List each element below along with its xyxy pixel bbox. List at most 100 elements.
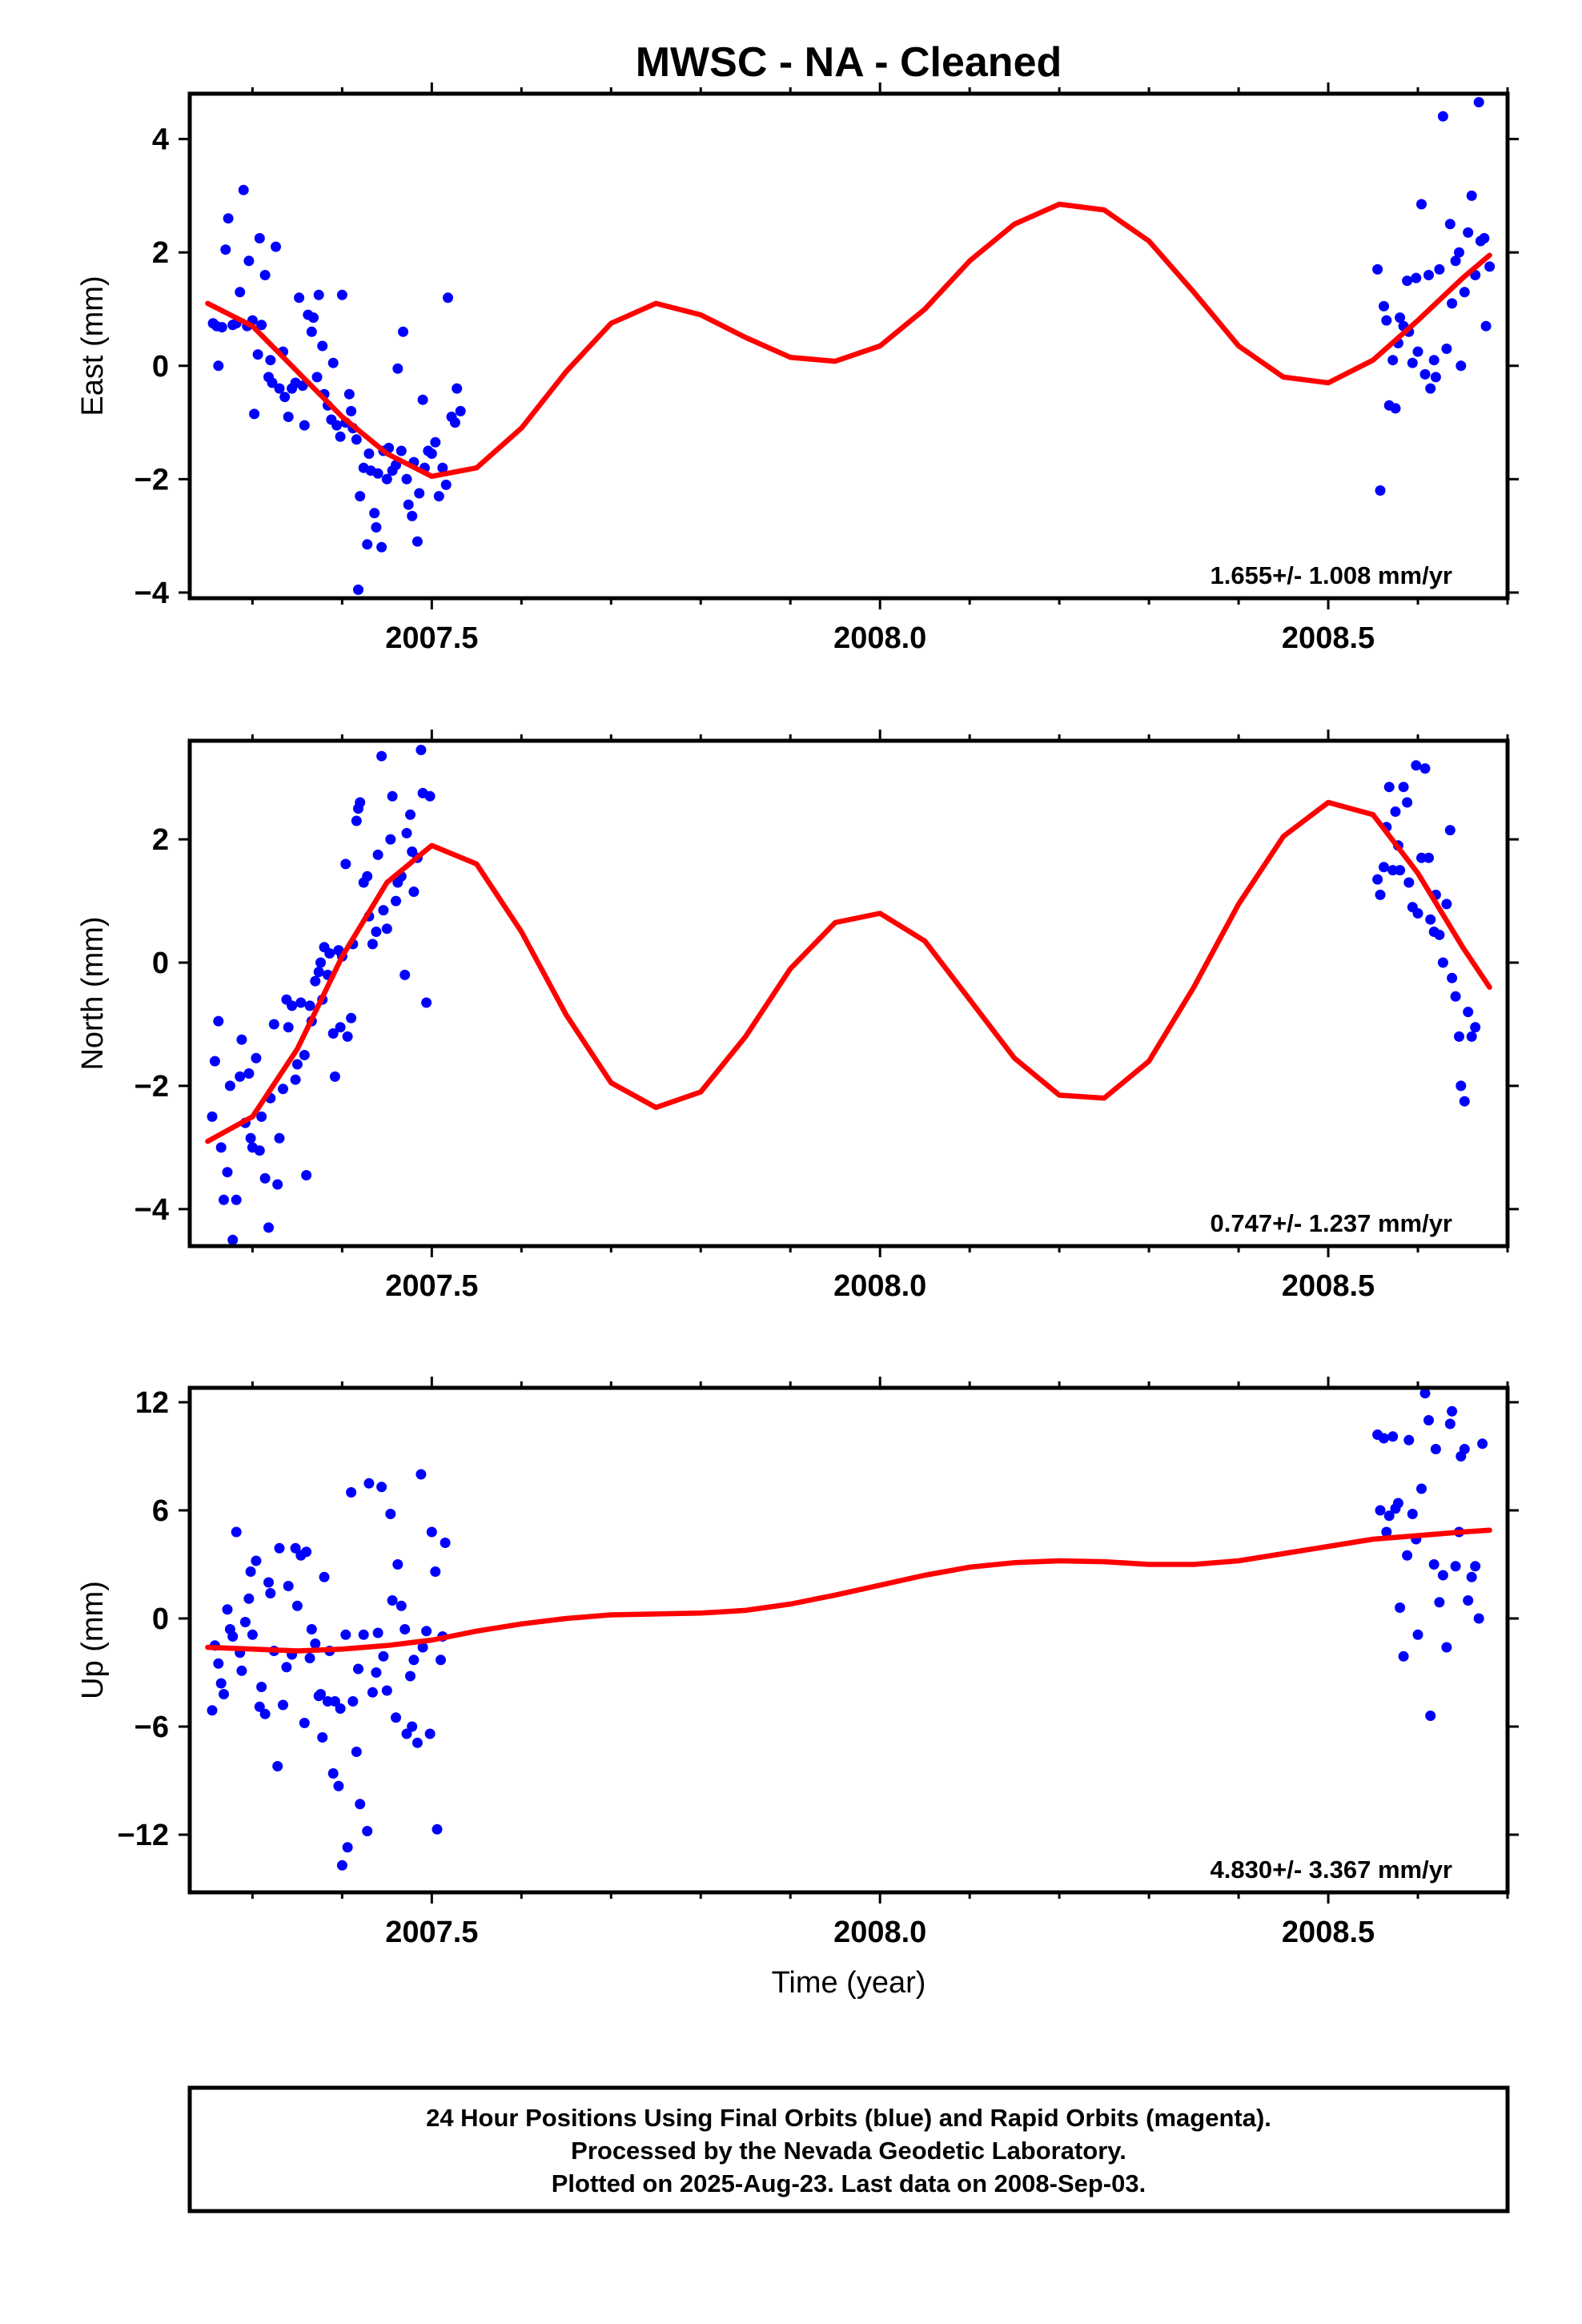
up-x-tick-label: 2008.5 (1282, 1916, 1375, 1949)
up-data-layer (205, 1388, 1492, 1871)
up-point (336, 1860, 347, 1871)
up-point (378, 1651, 389, 1662)
north-y-tick-label: 0 (152, 947, 169, 980)
north-point (391, 895, 401, 907)
east-point (216, 322, 227, 333)
east-point (1463, 227, 1474, 238)
north-point (372, 849, 383, 860)
east-fit-line (205, 201, 1492, 480)
east-point (238, 184, 249, 195)
east-y-tick-label: −4 (135, 577, 169, 610)
up-point (1379, 1433, 1389, 1444)
up-point (231, 1526, 242, 1538)
north-point (1390, 806, 1401, 817)
east-point (343, 388, 355, 400)
north-point (1450, 991, 1461, 1002)
east-point (317, 340, 328, 352)
up-point (1470, 1561, 1481, 1572)
north-point (1416, 852, 1427, 863)
east-point (1430, 372, 1441, 383)
north-point (268, 1019, 279, 1030)
north-point (1444, 825, 1456, 836)
east-point (449, 417, 460, 428)
east-point (414, 488, 425, 499)
north-point (424, 790, 436, 802)
footer-line-1: 24 Hour Positions Using Final Orbits (bl… (426, 2104, 1271, 2132)
up-point (372, 1627, 383, 1638)
east-point (254, 233, 265, 243)
north-point (315, 957, 326, 968)
up-point (1398, 1651, 1409, 1662)
north-point (219, 1194, 229, 1205)
north-point (367, 939, 378, 950)
east-point (1381, 315, 1392, 326)
east-point (1447, 298, 1458, 309)
east-x-tick-label: 2007.5 (385, 621, 478, 655)
east-point (243, 255, 255, 267)
up-frame (187, 1385, 1510, 1895)
north-point (278, 1084, 288, 1095)
north-point (283, 1022, 294, 1033)
north-point (387, 790, 398, 802)
east-point (398, 326, 408, 337)
up-point (1403, 1434, 1415, 1445)
east-point (1480, 320, 1492, 332)
east-x-tick-label: 2008.0 (833, 621, 926, 655)
up-point (1412, 1629, 1423, 1640)
east-point (1441, 344, 1452, 354)
up-point (301, 1546, 312, 1558)
east-point (249, 408, 260, 420)
up-point (1416, 1483, 1427, 1494)
east-point (283, 412, 294, 422)
up-point (426, 1526, 437, 1538)
north-y-tick-label: −4 (135, 1193, 169, 1227)
north-point (408, 887, 420, 897)
east-point (363, 448, 375, 459)
footer-box: 24 Hour Positions Using Final Orbits (bl… (187, 2085, 1510, 2213)
up-point (412, 1737, 423, 1748)
east-point (1375, 485, 1386, 496)
east-point (401, 473, 412, 485)
north-point (236, 1034, 247, 1045)
up-point (432, 1823, 443, 1835)
east-point (279, 392, 291, 403)
east-point (351, 434, 362, 445)
up-point (1381, 1526, 1392, 1538)
up-point (408, 1655, 420, 1666)
north-point (1383, 782, 1395, 793)
north-point (376, 750, 387, 762)
up-point (362, 1826, 373, 1836)
north-point (215, 1142, 227, 1153)
up-y-tick-label: 12 (135, 1386, 169, 1420)
east-point (371, 522, 382, 533)
east-point (271, 241, 281, 252)
up-point (291, 1600, 303, 1611)
east-point (336, 289, 347, 300)
up-point (274, 1542, 285, 1554)
east-point (440, 479, 452, 490)
east-point (362, 539, 373, 550)
east-point (396, 445, 407, 456)
east-x-tick-label: 2008.5 (1282, 621, 1375, 655)
up-y-axis-label: Up (mm) (76, 1581, 110, 1699)
up-point (376, 1482, 387, 1493)
east-point (355, 491, 366, 502)
north-point (1425, 914, 1436, 925)
up-point (259, 1708, 271, 1719)
up-point (251, 1555, 262, 1566)
east-point (331, 420, 343, 431)
up-point (1428, 1559, 1439, 1570)
east-point (220, 244, 231, 255)
up-point (1447, 1405, 1458, 1417)
north-point (1434, 929, 1445, 940)
east-point (294, 292, 305, 304)
east-point (213, 360, 224, 372)
east-point (1484, 261, 1496, 272)
north-point (291, 1059, 303, 1070)
east-point (267, 377, 278, 388)
up-point (239, 1617, 251, 1627)
east-point (1411, 272, 1422, 283)
up-point (387, 1595, 398, 1606)
up-point (1434, 1597, 1445, 1608)
